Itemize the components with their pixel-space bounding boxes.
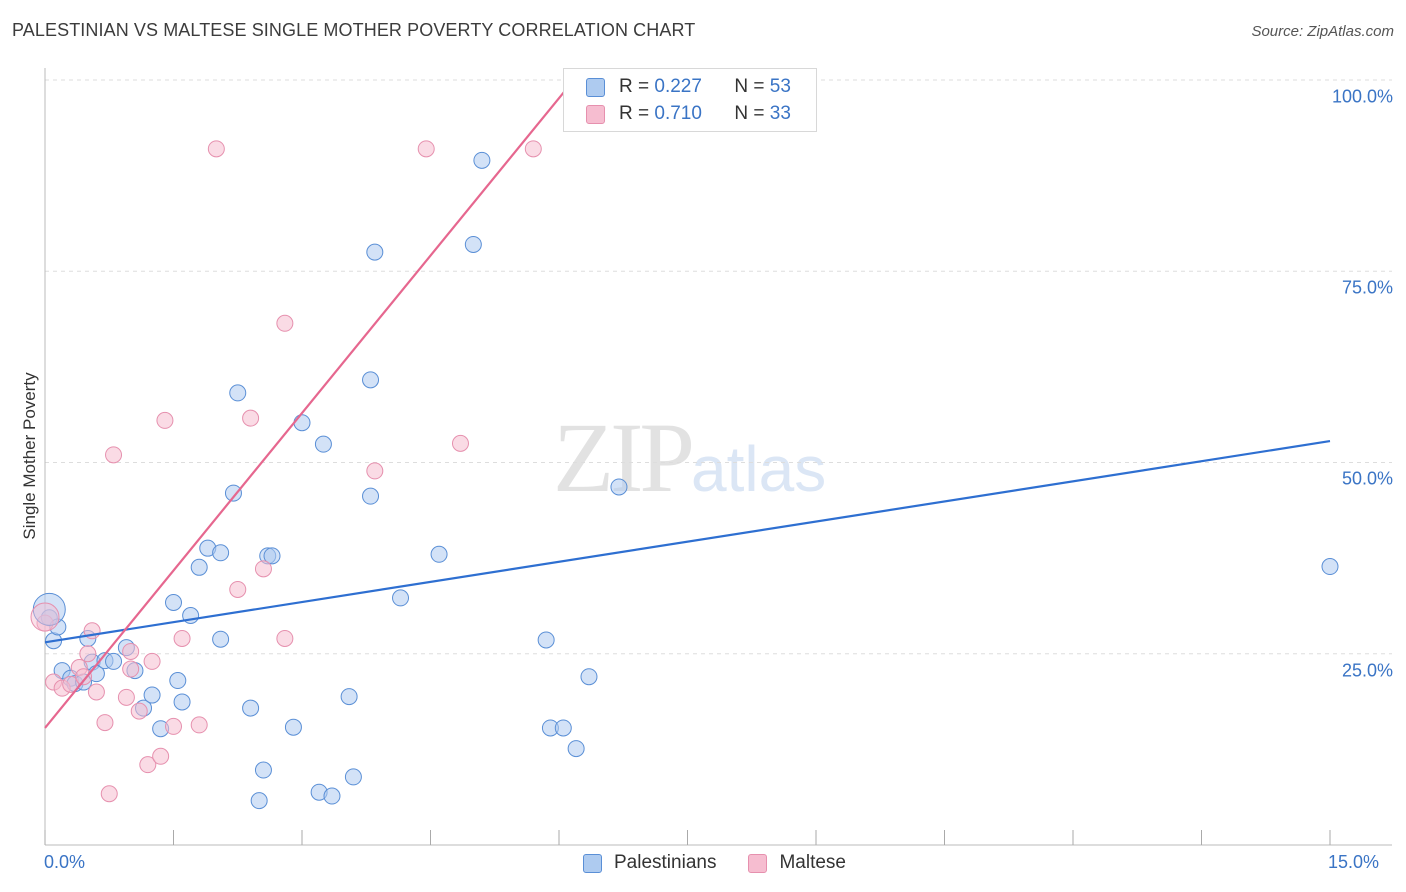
maltese-point	[451, 434, 469, 452]
maltese-point	[152, 747, 170, 765]
palestinian-point	[464, 235, 482, 253]
maltese-point	[87, 683, 105, 701]
palestinian-point	[392, 589, 410, 607]
palestinian-point	[537, 631, 555, 649]
palestinian-point	[610, 478, 628, 496]
n-label: N =	[734, 103, 765, 124]
palestinian-point	[250, 792, 268, 810]
maltese-point	[139, 756, 157, 774]
watermark-atlas: atlas	[691, 433, 827, 505]
legend-row-palestinians: R = 0.227 N = 53	[586, 75, 791, 99]
maltese-point	[276, 629, 294, 647]
maltese-point	[173, 629, 191, 647]
y-tick-50: 50.0%	[1341, 468, 1393, 489]
palestinian-point	[580, 668, 598, 686]
palestinian-point	[165, 593, 182, 611]
y-tick-75: 75.0%	[1341, 277, 1393, 298]
maltese-point	[207, 140, 225, 158]
source-label: Source: ZipAtlas.com	[1251, 23, 1394, 40]
palestinian-trend-line	[44, 439, 1331, 644]
pink-swatch	[586, 104, 605, 124]
legend-label: Maltese	[779, 852, 846, 873]
maltese-point	[143, 652, 161, 670]
maltese-point	[276, 314, 294, 332]
palestinian-point	[340, 688, 358, 706]
palestinian-point	[344, 768, 362, 786]
pink-swatch	[748, 853, 768, 873]
maltese-point	[130, 702, 148, 720]
palestinian-point	[314, 435, 332, 453]
r-label: R =	[619, 103, 650, 124]
maltese-point	[229, 580, 247, 598]
watermark-zip: ZIP	[553, 402, 695, 513]
palestinian-point	[323, 787, 341, 805]
blue-swatch	[586, 77, 605, 97]
palestinian-point	[362, 487, 380, 505]
y-tick-25: 25.0%	[1341, 660, 1393, 681]
maltese-point	[96, 714, 114, 732]
palestinian-point	[366, 243, 384, 261]
palestinian-point	[284, 718, 302, 736]
x-tick-15: 15.0%	[1328, 852, 1380, 872]
legend-item-palestinians[interactable]: Palestinians	[583, 852, 716, 874]
palestinian-point	[224, 484, 242, 502]
maltese-point	[100, 785, 118, 803]
n-label: N =	[734, 76, 765, 97]
watermark: ZIPatlas	[553, 400, 826, 515]
r-label: R =	[619, 76, 650, 97]
y-tick-100: 100.0%	[1331, 86, 1393, 107]
chart-title: PALESTINIAN VS MALTESE SINGLE MOTHER POV…	[12, 20, 696, 40]
maltese-point	[524, 140, 542, 158]
n-value: 33	[769, 103, 791, 124]
maltese-point	[75, 668, 93, 686]
palestinian-point	[263, 547, 281, 565]
correlation-legend: R = 0.227 N = 53 R = 0.710 N = 33	[563, 68, 817, 132]
legend-row-maltese: R = 0.710 N = 33	[586, 102, 791, 126]
blue-swatch	[583, 853, 602, 873]
series-legend: Palestinians Maltese	[583, 852, 878, 874]
maltese-point	[105, 446, 123, 464]
palestinian-point	[242, 699, 260, 717]
palestinian-point	[212, 630, 230, 648]
r-value: 0.710	[654, 103, 702, 124]
palestinian-point	[430, 545, 448, 563]
maltese-point	[79, 645, 97, 663]
maltese-point	[417, 140, 435, 158]
palestinian-point	[1321, 558, 1339, 576]
maltese-point	[62, 675, 80, 693]
maltese-point	[122, 660, 140, 678]
palestinian-point	[190, 558, 208, 576]
y-axis-label: Single Mother Poverty	[20, 372, 39, 540]
x-tick-0: 0.0%	[44, 852, 86, 872]
legend-label: Palestinians	[614, 852, 717, 873]
maltese-point	[254, 560, 272, 578]
maltese-point	[190, 716, 208, 734]
maltese-point	[366, 462, 384, 480]
legend-item-maltese[interactable]: Maltese	[748, 852, 846, 874]
palestinian-point	[293, 414, 311, 432]
palestinian-point	[105, 652, 123, 670]
palestinian-point	[567, 740, 585, 758]
palestinian-point	[254, 761, 272, 779]
palestinian-point	[362, 371, 380, 389]
palestinian-point	[473, 151, 491, 169]
maltese-point	[156, 411, 174, 429]
maltese-point-large	[30, 602, 60, 632]
palestinian-point	[143, 686, 161, 704]
r-value: 0.227	[654, 76, 702, 97]
maltese-trend-line	[44, 86, 569, 729]
palestinian-point	[169, 672, 187, 690]
palestinian-point	[173, 693, 191, 711]
n-value: 53	[769, 76, 791, 97]
maltese-point	[122, 642, 140, 660]
maltese-point	[165, 717, 182, 735]
maltese-point	[117, 688, 135, 706]
palestinian-point	[229, 384, 247, 402]
maltese-point	[242, 409, 260, 427]
palestinian-point	[212, 544, 230, 562]
palestinian-point	[554, 719, 572, 737]
